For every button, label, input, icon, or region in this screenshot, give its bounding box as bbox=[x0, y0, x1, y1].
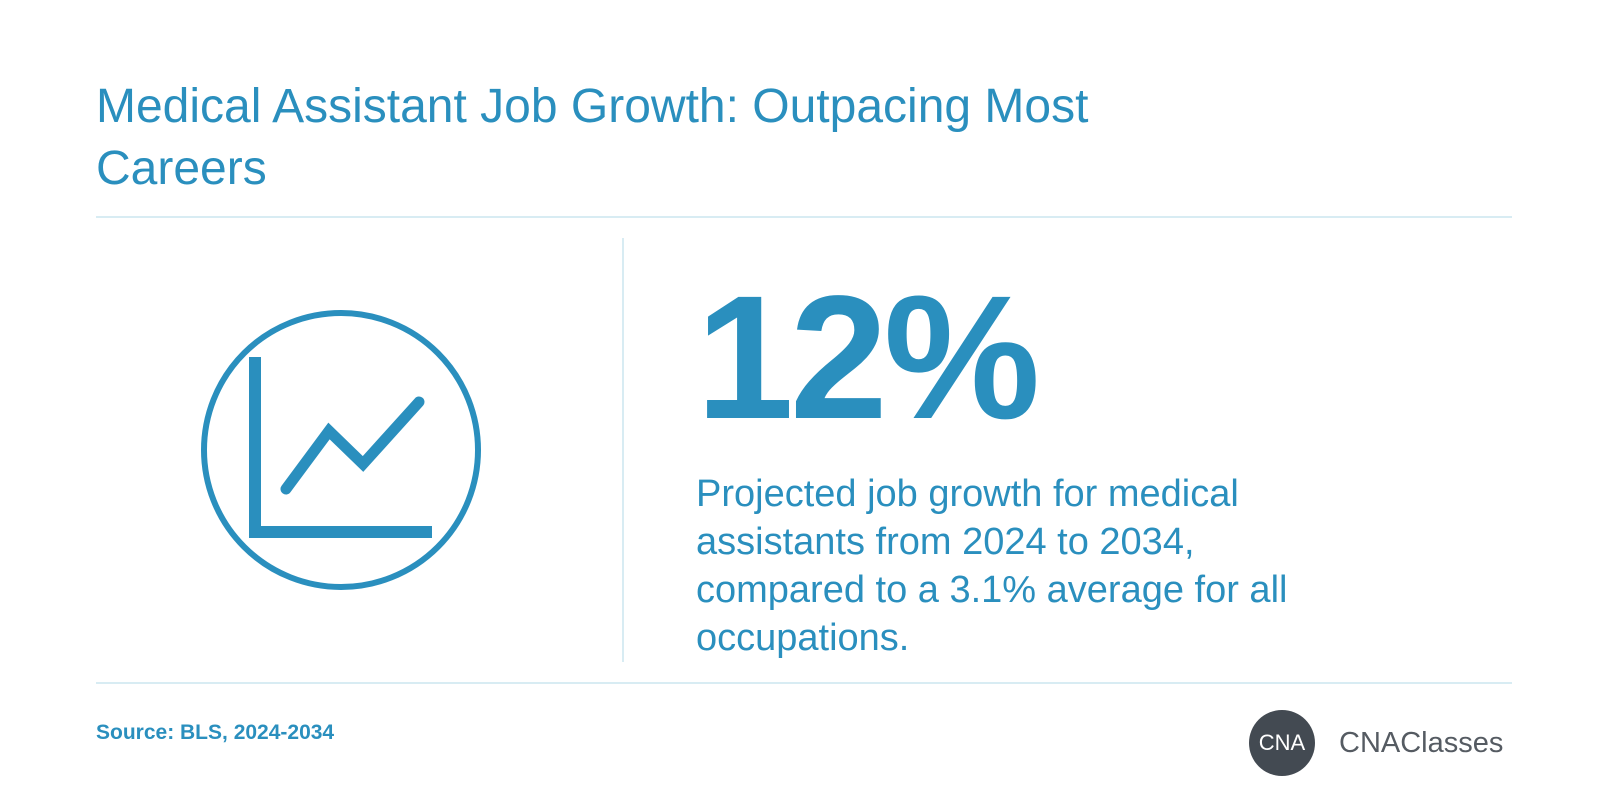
brand-badge-text: CNA bbox=[1258, 730, 1306, 755]
top-divider bbox=[96, 216, 1512, 218]
vertical-divider bbox=[622, 238, 624, 662]
brand-badge: CNA bbox=[1249, 710, 1315, 776]
growth-stat-value: 12% bbox=[696, 260, 1040, 456]
brand-name: CNAClasses bbox=[1339, 726, 1504, 759]
growth-stat-description: Projected job growth for medical assista… bbox=[696, 473, 1288, 659]
brand-logo: CNA CNAClasses bbox=[1249, 710, 1503, 776]
bottom-divider bbox=[96, 682, 1512, 684]
source-note: Source: BLS, 2024-2034 bbox=[96, 721, 335, 744]
line-chart-growth-icon bbox=[201, 310, 481, 590]
page-title: Medical Assistant Job Growth: Outpacing … bbox=[96, 80, 1089, 195]
